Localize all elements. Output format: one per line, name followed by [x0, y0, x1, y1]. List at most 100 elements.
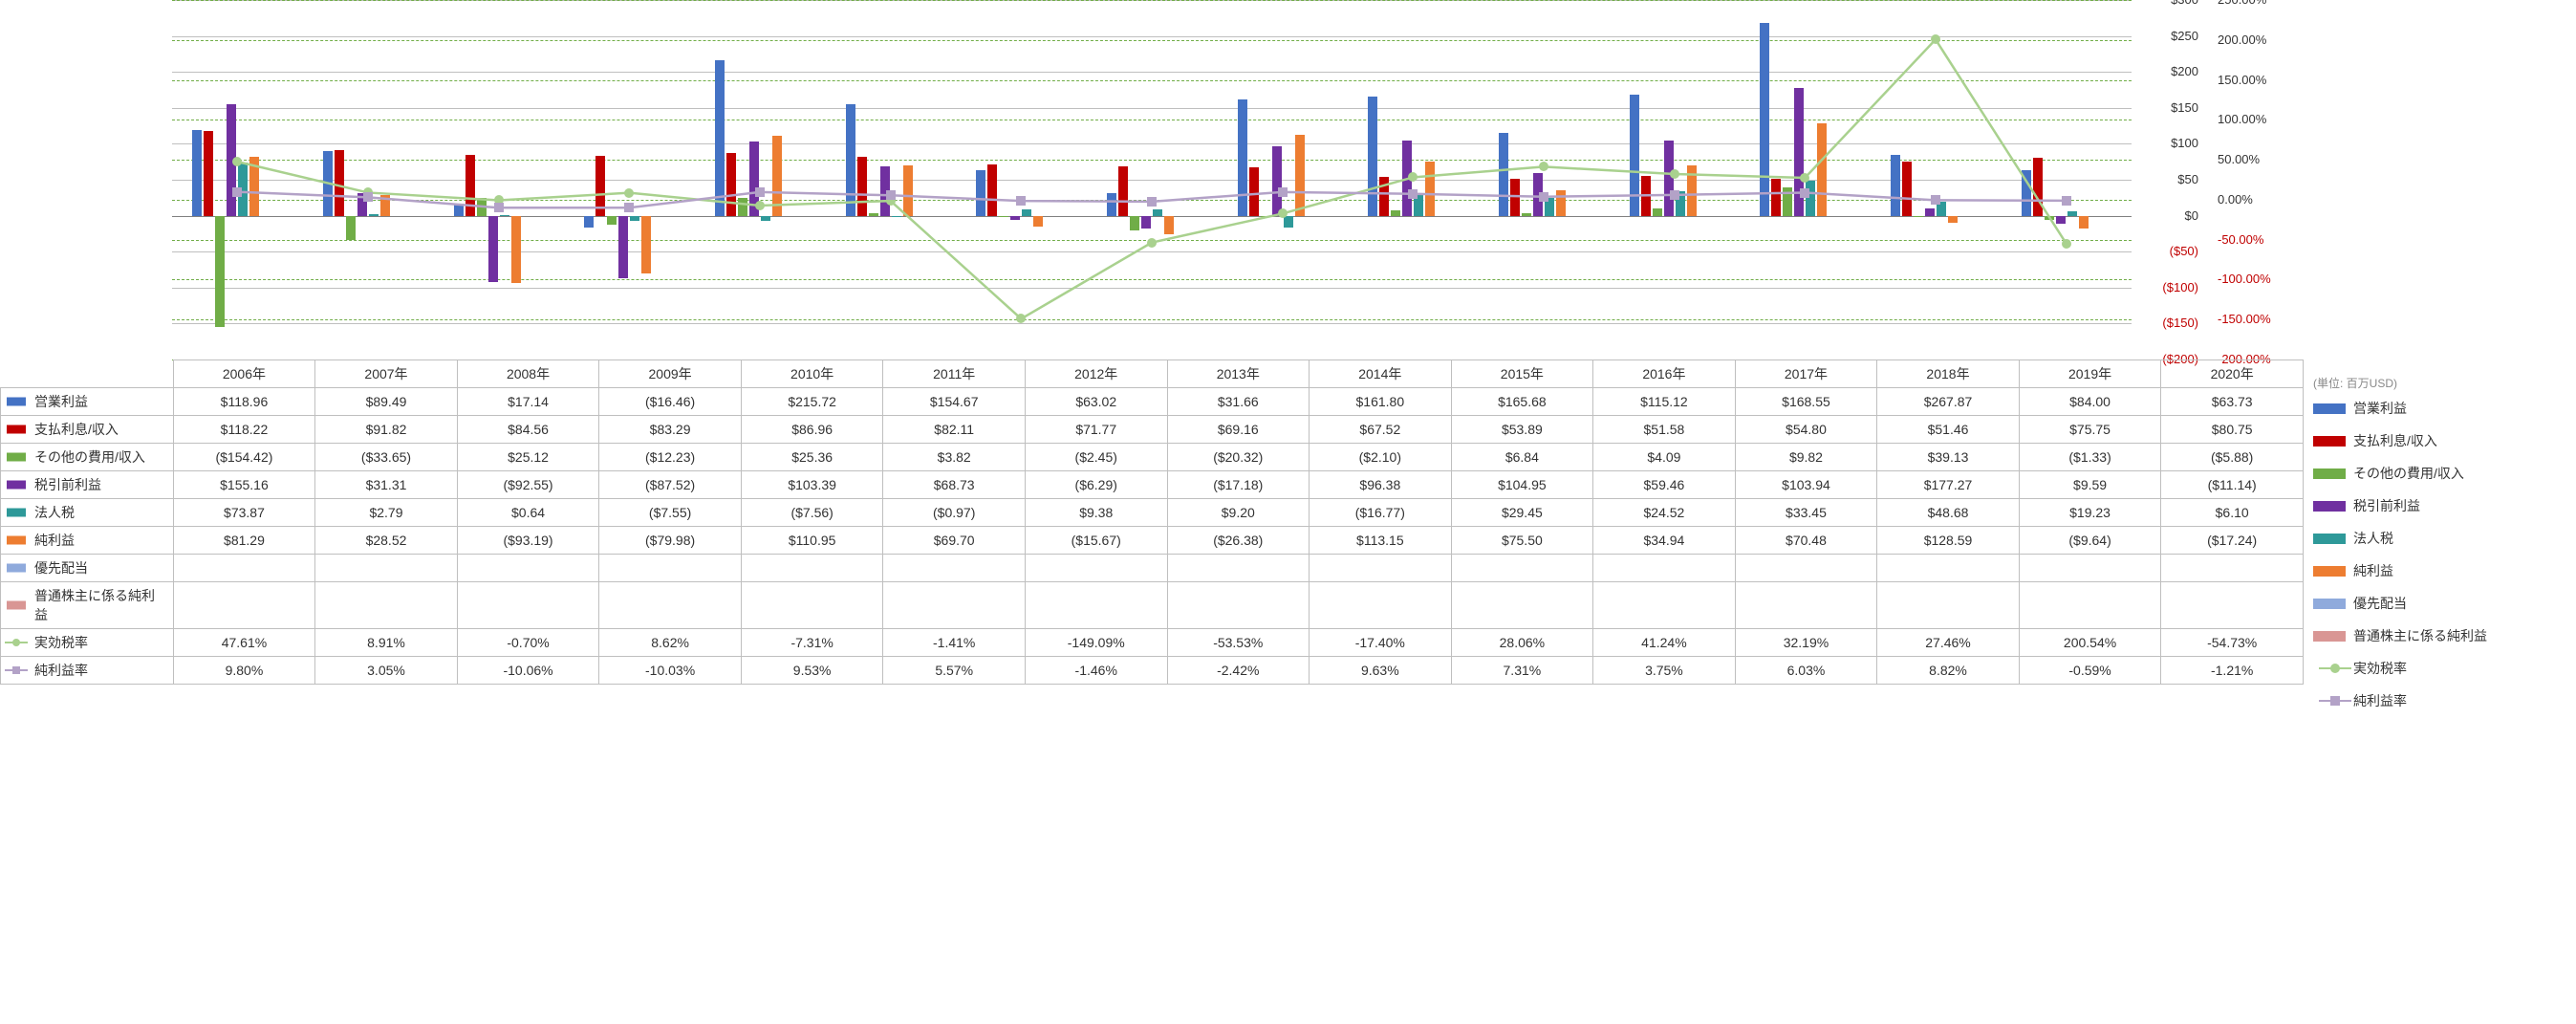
table-cell: $31.31 — [315, 471, 458, 499]
table-cell: ($11.14) — [2161, 471, 2304, 499]
data-table: 2006年2007年2008年2009年2010年2011年2012年2013年… — [0, 359, 2304, 685]
table-cell: 8.82% — [1877, 657, 2020, 685]
table-cell: $89.49 — [315, 388, 458, 416]
table-year-header: 2007年 — [315, 360, 458, 388]
table-cell: 3.75% — [1593, 657, 1736, 685]
table-row: 純利益率9.80%3.05%-10.06%-10.03%9.53%5.57%-1… — [1, 657, 2304, 685]
table-year-header: 2012年 — [1025, 360, 1167, 388]
legend-label: 税引前利益 — [2353, 496, 2420, 515]
table-cell: $9.38 — [1025, 499, 1167, 527]
legend-label: 営業利益 — [2353, 399, 2407, 418]
table-cell — [1167, 582, 1310, 629]
table-cell: $91.82 — [315, 416, 458, 444]
table-cell — [1877, 555, 2020, 582]
legend-item-int: 支払利息/収入 — [2313, 425, 2562, 457]
table-cell: ($5.88) — [2161, 444, 2304, 471]
secondary-y-axis: 250.00%200.00%150.00%100.00%50.00%0.00%-… — [2218, 0, 2304, 359]
table-cell: $25.12 — [457, 444, 599, 471]
table-cell — [599, 555, 742, 582]
table-cell: -10.06% — [457, 657, 599, 685]
table-cell: ($33.65) — [315, 444, 458, 471]
table-cell: $63.02 — [1025, 388, 1167, 416]
table-cell: $110.95 — [741, 527, 883, 555]
table-year-header: 2014年 — [1310, 360, 1452, 388]
legend-item-common: 普通株主に係る純利益 — [2313, 620, 2562, 652]
table-row: 税引前利益$155.16$31.31($92.55)($87.52)$103.3… — [1, 471, 2304, 499]
table-year-header: 2006年 — [173, 360, 315, 388]
table-cell — [2161, 582, 2304, 629]
table-cell: $84.56 — [457, 416, 599, 444]
table-cell: -1.41% — [883, 629, 1026, 657]
table-cell: -2.42% — [1167, 657, 1310, 685]
table-cell: -0.70% — [457, 629, 599, 657]
legend-item-pref: 優先配当 — [2313, 587, 2562, 620]
legend-label: 実効税率 — [2353, 659, 2407, 678]
table-cell: ($2.10) — [1310, 444, 1452, 471]
table-cell — [883, 582, 1026, 629]
table-cell: $113.15 — [1310, 527, 1452, 555]
y1-tick-label: $200 — [2141, 64, 2198, 78]
table-cell: $59.46 — [1593, 471, 1736, 499]
table-cell: 9.80% — [173, 657, 315, 685]
y2-tick-label: 0.00% — [2218, 192, 2294, 207]
y1-tick-label: $300 — [2141, 0, 2198, 7]
y2-tick-label: -50.00% — [2218, 232, 2294, 247]
legend: 営業利益支払利息/収入その他の費用/収入税引前利益法人税純利益優先配当普通株主に… — [2313, 392, 2562, 717]
marker-npm — [1800, 188, 1809, 198]
table-cell: ($17.18) — [1167, 471, 1310, 499]
y1-tick-label: ($150) — [2141, 316, 2198, 330]
table-cell: $29.45 — [1451, 499, 1593, 527]
marker-npm — [1147, 197, 1157, 207]
table-cell: $82.11 — [883, 416, 1026, 444]
table-cell: $103.39 — [741, 471, 883, 499]
y2-tick-label: -150.00% — [2218, 312, 2294, 326]
row-label: 普通株主に係る純利益 — [34, 588, 155, 622]
marker-npm — [1539, 192, 1548, 202]
table-cell: $73.87 — [173, 499, 315, 527]
table-cell: ($154.42) — [173, 444, 315, 471]
legend-item-etr: 実効税率 — [2313, 652, 2562, 685]
table-cell: ($7.55) — [599, 499, 742, 527]
table-cell — [1025, 555, 1167, 582]
row-label: 実効税率 — [34, 635, 88, 650]
legend-item-op: 営業利益 — [2313, 392, 2562, 425]
table-cell: $63.73 — [2161, 388, 2304, 416]
table-cell: $0.64 — [457, 499, 599, 527]
table-cell: $19.23 — [2019, 499, 2161, 527]
legend-item-npm: 純利益率 — [2313, 685, 2562, 717]
row-label: 支払利息/収入 — [34, 422, 119, 437]
legend-label: 純利益率 — [2353, 691, 2407, 710]
table-cell — [1593, 582, 1736, 629]
table-row: 実効税率47.61%8.91%-0.70%8.62%-7.31%-1.41%-1… — [1, 629, 2304, 657]
y1-tick-label: $100 — [2141, 136, 2198, 150]
table-cell: $68.73 — [883, 471, 1026, 499]
table-cell: ($79.98) — [599, 527, 742, 555]
y2-tick-label: 100.00% — [2218, 112, 2294, 126]
marker-npm — [494, 203, 504, 212]
table-cell — [1451, 555, 1593, 582]
marker-etr — [2062, 239, 2071, 249]
table-cell: $118.96 — [173, 388, 315, 416]
table-cell — [883, 555, 1026, 582]
table-cell: 5.57% — [883, 657, 1026, 685]
table-cell — [599, 582, 742, 629]
row-label: 税引前利益 — [34, 477, 101, 492]
table-cell: $6.84 — [1451, 444, 1593, 471]
marker-etr — [624, 188, 634, 198]
table-cell: -54.73% — [2161, 629, 2304, 657]
legend-item-tax: 法人税 — [2313, 522, 2562, 555]
table-cell: $155.16 — [173, 471, 315, 499]
table-cell — [2019, 582, 2161, 629]
table-year-header: 2011年 — [883, 360, 1026, 388]
table-cell: -53.53% — [1167, 629, 1310, 657]
row-label: 法人税 — [34, 505, 75, 520]
table-cell: $154.67 — [883, 388, 1026, 416]
table-cell: 47.61% — [173, 629, 315, 657]
table-cell — [1877, 582, 2020, 629]
legend-item-pretax: 税引前利益 — [2313, 490, 2562, 522]
legend-label: その他の費用/収入 — [2353, 464, 2464, 483]
table-cell: $39.13 — [1877, 444, 2020, 471]
table-cell: $71.77 — [1025, 416, 1167, 444]
table-cell — [457, 555, 599, 582]
marker-npm — [1278, 187, 1288, 197]
